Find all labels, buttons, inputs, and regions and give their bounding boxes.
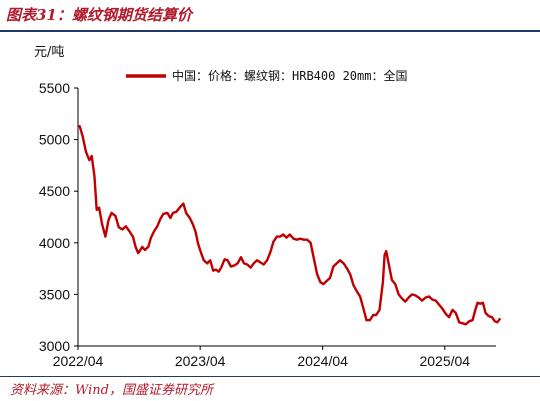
y-tick-label: 4000 <box>39 235 70 251</box>
legend-label: 中国：价格：螺纹钢：HRB400 20mm：全国 <box>172 68 407 83</box>
y-tick-label: 3000 <box>39 338 70 354</box>
x-tick-label: 2022/04 <box>53 353 104 369</box>
y-tick-label: 5500 <box>39 80 70 96</box>
figure-title: 图表31：螺纹钢期货结算价 <box>6 6 192 24</box>
y-tick-label: 5000 <box>39 132 70 148</box>
bottom-rule <box>0 376 540 377</box>
x-axis-ticks: 2022/04 2023/04 2024/04 2025/04 <box>53 346 470 369</box>
series-line-rebar-price <box>78 125 501 326</box>
source-note: 资料来源：Wind，国盛证券研究所 <box>10 383 213 398</box>
legend: 中国：价格：螺纹钢：HRB400 20mm：全国 <box>126 68 407 83</box>
y-tick-label: 4500 <box>39 183 70 199</box>
top-rule <box>0 30 540 32</box>
x-tick-label: 2025/04 <box>419 353 470 369</box>
x-tick-label: 2023/04 <box>175 353 226 369</box>
y-axis-unit-label: 元/吨 <box>34 45 64 60</box>
y-tick-label: 3500 <box>39 286 70 302</box>
x-tick-label: 2024/04 <box>297 353 348 369</box>
y-axis-ticks: 3000 3500 4000 4500 5000 5500 <box>39 80 78 354</box>
